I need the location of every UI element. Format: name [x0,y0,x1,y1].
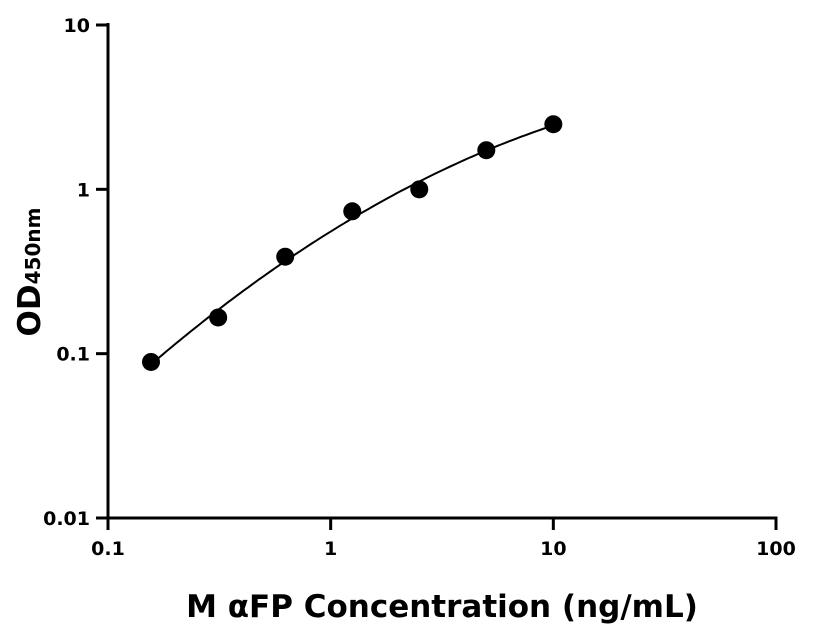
data-point [477,141,496,160]
data-point [544,115,563,134]
data-point [276,247,295,266]
x-tick-label: 10 [540,538,566,560]
y-axis-label: OD450nm [12,208,48,337]
y-tick-label: 10 [64,15,90,37]
data-point [343,202,362,221]
data-point [142,352,161,371]
y-axis-label-main: OD [12,284,48,336]
x-axis-label: M αFP Concentration (ng/mL) [186,589,698,625]
y-tick-label: 0.1 [56,344,90,366]
data-points [142,115,563,371]
y-axis-label-subscript: 450nm [21,208,45,285]
x-tick-label: 1 [324,538,337,560]
y-tick-label: 0.01 [43,508,90,530]
fit-curve [150,124,554,366]
x-tick-label: 100 [756,538,796,560]
data-point [209,308,228,327]
x-tick-label: 0.1 [91,538,125,560]
data-point [410,180,429,199]
y-tick-label: 1 [77,179,90,201]
